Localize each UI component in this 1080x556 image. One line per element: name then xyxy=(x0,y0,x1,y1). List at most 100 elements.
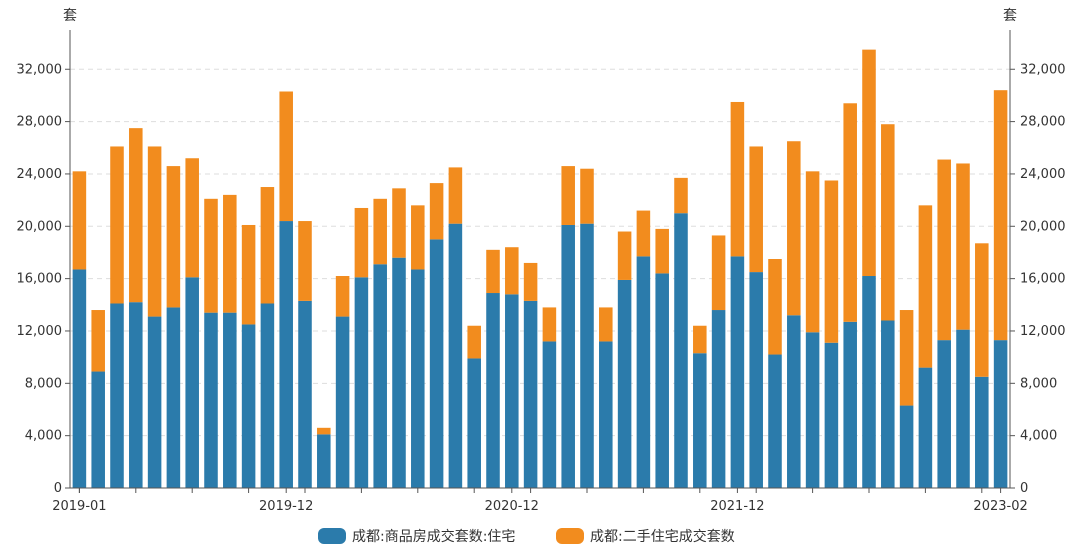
bar-series-2-2020-10[interactable] xyxy=(467,325,481,359)
bar-series-1-2020-12[interactable] xyxy=(505,294,519,488)
bar-series-2-2020-04[interactable] xyxy=(354,207,369,278)
bar-series-2-2019-10[interactable] xyxy=(241,224,256,325)
bar-series-2-2023-01[interactable] xyxy=(975,243,989,377)
legend-label-series-2[interactable]: 成都:二手住宅成交套数 xyxy=(590,528,735,545)
bar-series-2-2019-03[interactable] xyxy=(110,146,124,304)
bar-series-2-2019-08[interactable] xyxy=(204,198,218,313)
bar-series-2-2020-05[interactable] xyxy=(373,198,387,265)
bar-series-2-2019-09[interactable] xyxy=(223,194,237,313)
bar-series-1-2019-07[interactable] xyxy=(185,277,199,488)
bar-series-2-2019-11[interactable] xyxy=(260,187,275,304)
bar-series-2-2021-08[interactable] xyxy=(655,228,669,274)
bar-series-1-2022-06[interactable] xyxy=(843,321,857,488)
bar-series-2-2022-05[interactable] xyxy=(824,180,839,343)
bar-series-1-2021-12[interactable] xyxy=(730,256,745,488)
bar-series-2-2022-08[interactable] xyxy=(881,124,895,321)
bar-series-1-2019-08[interactable] xyxy=(204,312,218,488)
bar-series-2-2021-07[interactable] xyxy=(636,210,651,257)
bar-series-1-2022-03[interactable] xyxy=(787,315,801,488)
bar-series-2-2019-04[interactable] xyxy=(129,128,143,303)
bar-series-2-2020-11[interactable] xyxy=(486,249,500,294)
bar-series-2-2019-12[interactable] xyxy=(279,91,293,222)
bar-series-2-2021-05[interactable] xyxy=(599,307,613,342)
bar-series-2-2022-10[interactable] xyxy=(918,205,933,368)
bar-series-1-2022-08[interactable] xyxy=(881,320,895,489)
bar-series-1-2020-06[interactable] xyxy=(392,257,406,488)
bar-series-2-2019-06[interactable] xyxy=(166,166,181,308)
bar-series-2-2022-03[interactable] xyxy=(787,141,801,316)
bar-series-2-2022-11[interactable] xyxy=(937,159,951,341)
bar-series-2-2020-12[interactable] xyxy=(505,247,519,295)
bar-series-2-2020-07[interactable] xyxy=(411,205,425,270)
bar-series-2-2021-10[interactable] xyxy=(693,325,707,354)
bar-series-1-2022-07[interactable] xyxy=(862,276,876,488)
bar-series-1-2022-05[interactable] xyxy=(824,342,839,488)
bar-series-1-2019-02[interactable] xyxy=(91,371,105,488)
bar-series-2-2022-09[interactable] xyxy=(899,310,914,406)
bar-series-1-2019-06[interactable] xyxy=(166,307,181,488)
bar-series-2-2022-02[interactable] xyxy=(768,259,782,355)
bar-series-2-2021-06[interactable] xyxy=(617,231,632,280)
bar-series-1-2021-04[interactable] xyxy=(580,223,594,489)
bar-series-1-2019-03[interactable] xyxy=(110,303,124,488)
bar-series-1-2021-06[interactable] xyxy=(617,279,632,488)
bar-series-2-2023-02[interactable] xyxy=(993,90,1008,341)
bar-series-1-2021-09[interactable] xyxy=(674,213,688,488)
bar-series-1-2022-11[interactable] xyxy=(937,340,951,488)
bar-series-1-2019-11[interactable] xyxy=(260,303,275,488)
bar-series-1-2020-01[interactable] xyxy=(298,300,312,488)
bar-series-1-2019-12[interactable] xyxy=(279,221,293,489)
bar-series-1-2021-10[interactable] xyxy=(693,353,707,488)
legend-swatch-series-2[interactable] xyxy=(556,528,584,544)
bar-series-2-2021-01[interactable] xyxy=(523,262,538,301)
bar-series-1-2022-12[interactable] xyxy=(956,329,970,488)
bar-series-2-2021-12[interactable] xyxy=(730,101,745,257)
bar-series-2-2021-02[interactable] xyxy=(542,307,557,342)
bar-series-2-2019-01[interactable] xyxy=(72,171,87,270)
bar-series-1-2019-05[interactable] xyxy=(147,316,162,488)
bar-series-1-2023-02[interactable] xyxy=(993,340,1008,488)
bar-series-1-2020-10[interactable] xyxy=(467,358,481,488)
bar-series-1-2021-02[interactable] xyxy=(542,341,557,488)
legend-swatch-series-1[interactable] xyxy=(318,528,346,544)
bar-series-2-2022-04[interactable] xyxy=(805,171,820,333)
bar-series-2-2022-07[interactable] xyxy=(862,49,876,277)
bar-series-1-2021-05[interactable] xyxy=(599,341,613,488)
bar-series-1-2019-09[interactable] xyxy=(223,312,237,488)
bar-series-1-2021-08[interactable] xyxy=(655,273,669,488)
bar-series-1-2019-10[interactable] xyxy=(241,324,256,488)
bar-series-1-2020-09[interactable] xyxy=(448,223,463,489)
bar-series-2-2020-08[interactable] xyxy=(429,183,444,240)
bar-series-1-2022-01[interactable] xyxy=(749,272,763,488)
bar-series-1-2021-11[interactable] xyxy=(711,310,726,488)
bar-series-1-2020-03[interactable] xyxy=(335,316,350,488)
bar-series-2-2020-09[interactable] xyxy=(448,167,463,224)
bar-series-2-2019-05[interactable] xyxy=(147,146,162,317)
bar-series-2-2021-09[interactable] xyxy=(674,177,688,214)
bar-series-1-2021-01[interactable] xyxy=(523,300,538,488)
bar-series-2-2021-11[interactable] xyxy=(711,235,726,311)
bar-series-1-2020-02[interactable] xyxy=(317,434,331,488)
bar-series-1-2022-02[interactable] xyxy=(768,354,782,488)
bar-series-2-2020-03[interactable] xyxy=(335,276,350,317)
bar-series-1-2019-04[interactable] xyxy=(129,302,143,488)
bar-series-1-2020-08[interactable] xyxy=(429,239,444,488)
bar-series-1-2020-05[interactable] xyxy=(373,264,387,488)
bar-series-2-2019-07[interactable] xyxy=(185,158,199,278)
legend-label-series-1[interactable]: 成都:商品房成交套数:住宅 xyxy=(352,528,515,545)
bar-series-2-2022-12[interactable] xyxy=(956,163,970,330)
bar-series-2-2020-06[interactable] xyxy=(392,188,406,258)
bar-series-2-2022-01[interactable] xyxy=(749,146,763,273)
bar-series-2-2021-04[interactable] xyxy=(580,168,594,224)
bar-series-1-2021-03[interactable] xyxy=(561,224,575,489)
bar-series-2-2020-01[interactable] xyxy=(298,221,312,301)
bar-series-1-2020-11[interactable] xyxy=(486,293,500,488)
bar-series-1-2023-01[interactable] xyxy=(975,376,989,488)
bar-series-1-2020-04[interactable] xyxy=(354,277,369,488)
bar-series-1-2021-07[interactable] xyxy=(636,256,651,488)
bar-series-2-2022-06[interactable] xyxy=(843,103,857,322)
bar-series-1-2019-01[interactable] xyxy=(72,269,87,488)
bar-series-1-2022-04[interactable] xyxy=(805,332,820,488)
bar-series-2-2019-02[interactable] xyxy=(91,310,105,372)
bar-series-1-2020-07[interactable] xyxy=(411,269,425,488)
